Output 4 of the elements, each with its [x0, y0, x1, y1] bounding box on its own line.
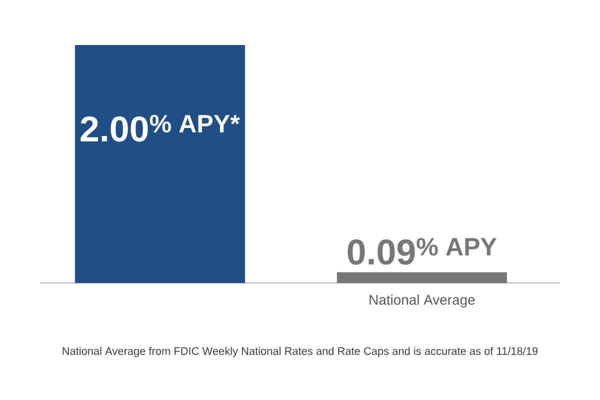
- x-tick-label: National Average: [370, 294, 475, 308]
- text: National Average from FDIC Weekly National Rates and Rate Caps and is accurate as of 11/18/19: [62, 346, 538, 358]
- data-label: 2.00$^{% APY*}$: [80, 114, 240, 142]
- data-label: 0.09$^{% APY}$: [348, 238, 497, 265]
